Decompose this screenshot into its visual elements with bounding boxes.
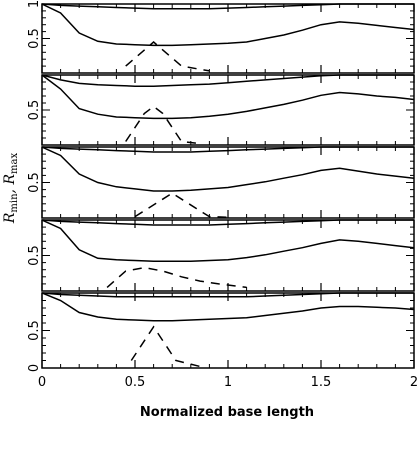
panel-3: 0.5	[27, 146, 415, 219]
panel-5: 0.50	[27, 292, 415, 372]
x-tick-label: 1.5	[311, 375, 332, 390]
y-axis-label-sub1: min	[9, 193, 20, 213]
solid-series-line-1	[42, 74, 414, 87]
solid-series-line-1	[42, 146, 414, 153]
y-tick-label: 1	[27, 0, 42, 8]
y-tick-label: 0.5	[27, 320, 42, 341]
x-tick-label: 1	[224, 375, 232, 390]
dashed-series-line-3	[125, 105, 201, 145]
panel-frame	[41, 3, 415, 74]
chart-panels: 10.50.50.50.50.50	[27, 0, 415, 372]
solid-series-line-2	[42, 146, 414, 192]
y-axis-label-sep: ,	[2, 185, 18, 194]
x-tick-label: 0	[38, 375, 46, 390]
y-tick-label: 0	[27, 364, 42, 372]
dashed-series-line-3	[106, 266, 247, 289]
y-tick-label: 0.5	[27, 245, 42, 266]
y-tick-label: 0.5	[27, 100, 42, 121]
dashed-series-line-3	[130, 325, 201, 368]
dashed-series-line-3	[125, 41, 210, 72]
solid-series-line-2	[42, 292, 414, 322]
y-axis-label-sub2: max	[9, 153, 20, 174]
y-axis-label: Rmin, Rmax	[2, 153, 20, 225]
dashed-series-line-3	[134, 192, 229, 219]
solid-series-line-1	[42, 3, 414, 10]
x-tick-labels: 0 0.5 1 1.5 2	[38, 375, 418, 390]
y-axis-label-r1: R	[2, 212, 18, 224]
solid-series-line-1	[42, 219, 414, 226]
x-axis-label: Normalized base length	[140, 405, 314, 420]
x-tick-label: 0.5	[125, 375, 146, 390]
solid-series-line-2	[42, 3, 414, 47]
solid-series-line-1	[42, 292, 414, 298]
solid-series-line-2	[42, 74, 414, 120]
panel-frame	[41, 219, 415, 292]
panel-frame	[41, 292, 415, 369]
x-tick-label: 2	[410, 375, 418, 390]
panel-2: 0.5	[27, 74, 415, 146]
panel-4: 0.5	[27, 219, 415, 292]
panel-1: 10.5	[27, 0, 415, 74]
y-axis-label-r2: R	[2, 174, 18, 186]
y-tick-label: 0.5	[27, 28, 42, 49]
y-tick-label: 0.5	[27, 172, 42, 193]
solid-series-line-2	[42, 219, 414, 262]
